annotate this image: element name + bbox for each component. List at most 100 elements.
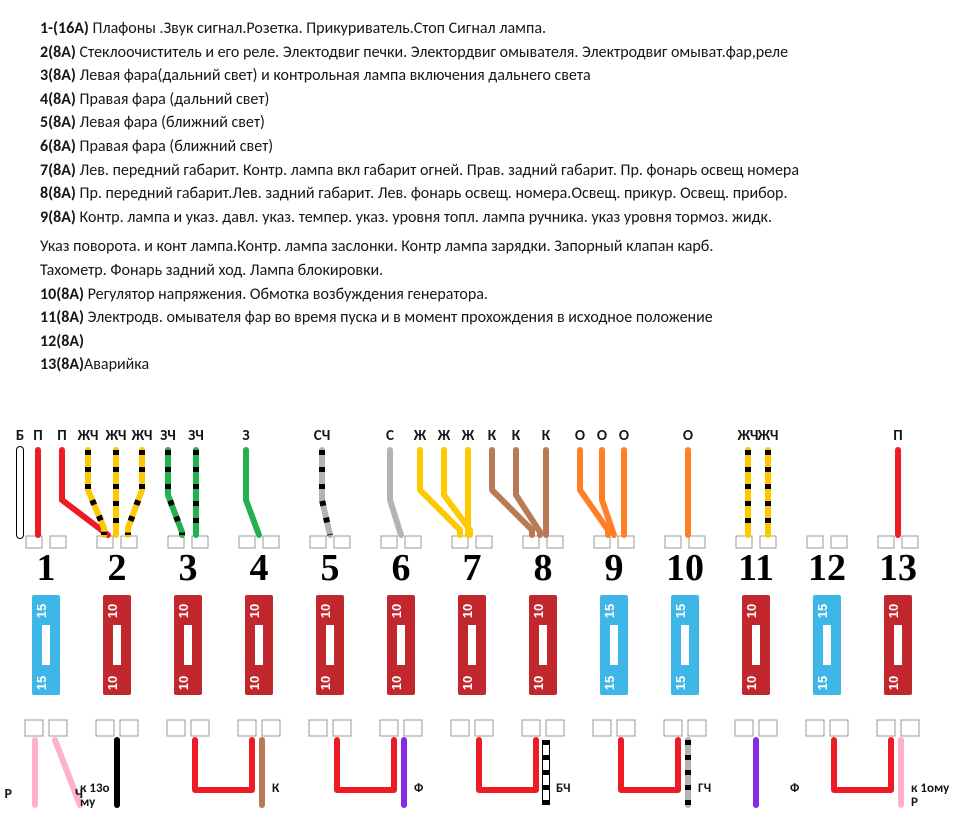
contact-pad xyxy=(25,720,43,736)
svg-text:10: 10 xyxy=(318,604,333,618)
wire-label: ЖЧ xyxy=(131,427,153,445)
svg-text:15: 15 xyxy=(34,604,49,618)
fuse-description-list: 1-(16A) Плафоны .Звук сигнал.Розетка. Пр… xyxy=(40,18,940,378)
bottom-wire-group: К xyxy=(195,740,280,805)
fuse-index: 4 xyxy=(250,547,269,589)
wire: З xyxy=(242,427,259,535)
contact-pad xyxy=(309,720,327,736)
svg-text:15: 15 xyxy=(602,604,617,618)
wire: ЖЧ xyxy=(128,427,152,535)
wire: ЗЧ xyxy=(160,427,182,535)
description-line: 7(8A) Лев. передний габарит. Контр. ламп… xyxy=(40,160,940,182)
description-line: 12(8A) xyxy=(40,331,940,353)
description-line: 11(8A) Электродв. омывателя фар во время… xyxy=(40,307,940,329)
fuse: 1010 xyxy=(529,595,557,695)
wire-label: П xyxy=(893,427,902,445)
wire-label: ЖЧ xyxy=(757,427,779,445)
contact-pad xyxy=(735,720,753,736)
bottom-wire-group: ГЧ xyxy=(621,740,711,805)
contact-pad xyxy=(451,720,469,736)
fuse: 10 10 xyxy=(742,595,770,695)
wire: П xyxy=(33,427,42,535)
wire-label: Р xyxy=(5,785,13,802)
wire: О xyxy=(619,427,629,535)
bottom-wire-group: Рк 13ому xyxy=(5,740,110,810)
wire-label: О xyxy=(619,427,629,445)
svg-text:10: 10 xyxy=(105,676,120,690)
contact-pad xyxy=(238,720,256,736)
wire-label: к 13о xyxy=(80,781,110,796)
svg-text:10: 10 xyxy=(389,604,404,618)
fuse-index: 7 xyxy=(463,547,482,589)
fuse-index: 1 xyxy=(37,547,56,589)
wire-label: П xyxy=(33,427,42,445)
svg-text:10: 10 xyxy=(176,676,191,690)
contact-pad xyxy=(522,720,540,736)
wire-label: Ч xyxy=(75,785,83,802)
contact-pad xyxy=(664,720,682,736)
fuse: 1515 xyxy=(671,595,699,695)
contact-pad xyxy=(262,720,280,736)
contact-pad xyxy=(475,720,493,736)
wire: Б xyxy=(16,427,24,535)
fuse-index: 5 xyxy=(321,547,340,589)
wire-label: Б xyxy=(16,427,24,445)
fuse-index: 3 xyxy=(179,547,198,589)
fuse-index: 11 xyxy=(738,547,774,589)
wire-label: Ф xyxy=(414,781,424,796)
wire-label: ЗЧ xyxy=(160,427,176,445)
description-line: 10(8A) Регулятор напряжения. Обмотка воз… xyxy=(40,284,940,306)
svg-text:10: 10 xyxy=(247,676,262,690)
fuse: 1515 xyxy=(600,595,628,695)
contact-pad xyxy=(96,720,114,736)
svg-text:15: 15 xyxy=(34,676,49,690)
fuse: 10 10 xyxy=(103,595,131,695)
description-line: 13(8A)Аварийка xyxy=(40,354,940,376)
description-line: 5(8A) Левая фара (ближний свет) xyxy=(40,112,940,134)
wire-label: О xyxy=(575,427,585,445)
svg-text:10: 10 xyxy=(105,604,120,618)
wire-label: к 1ому xyxy=(911,781,950,796)
contact-pad xyxy=(877,720,895,736)
fuse: 1515 xyxy=(32,595,60,695)
wire-label: Ж xyxy=(413,427,427,445)
fuse: 10 10 xyxy=(458,595,486,695)
wire-label: СЧ xyxy=(314,427,330,445)
svg-text:10: 10 xyxy=(460,604,475,618)
svg-text:10: 10 xyxy=(531,676,546,690)
fuse: 1515 xyxy=(813,595,841,695)
contact-pad xyxy=(380,720,398,736)
fuse: 1010 xyxy=(174,595,202,695)
svg-text:10: 10 xyxy=(460,676,475,690)
fuse-index: 10 xyxy=(666,547,704,589)
fuse: 1010 xyxy=(884,595,912,695)
svg-text:10: 10 xyxy=(744,676,759,690)
wire-label: ЖЧ xyxy=(77,427,99,445)
svg-text:10: 10 xyxy=(389,676,404,690)
wire-label: П xyxy=(57,427,66,445)
fuse-index: 9 xyxy=(605,547,624,589)
svg-text:15: 15 xyxy=(673,676,688,690)
contact-pad xyxy=(806,720,824,736)
wire: К xyxy=(488,427,532,535)
contact-pad xyxy=(901,720,919,736)
contact-pad xyxy=(120,720,138,736)
wire-label: ГЧ xyxy=(698,781,711,796)
description-line: 4(8A) Правая фара (дальний свет) xyxy=(40,89,940,111)
contact-pad xyxy=(404,720,422,736)
description-line: 3(8A) Левая фара(дальний свет) и контрол… xyxy=(40,65,940,87)
wire-label: О xyxy=(683,427,693,445)
contact-pad xyxy=(49,720,67,736)
description-line: Тахометр. Фонарь задний ход. Лампа блоки… xyxy=(40,260,940,282)
wire-label: Ф xyxy=(790,781,800,796)
contact-pad xyxy=(617,720,635,736)
svg-text:10: 10 xyxy=(744,604,759,618)
contact-pad xyxy=(830,720,848,736)
bottom-wire-group: БЧ xyxy=(479,740,570,805)
svg-text:10: 10 xyxy=(247,604,262,618)
wire: К xyxy=(542,427,551,535)
wire-label: К xyxy=(272,781,280,796)
wire: П xyxy=(893,427,902,535)
contact-pad xyxy=(593,720,611,736)
wire-label: БЧ xyxy=(556,781,570,796)
